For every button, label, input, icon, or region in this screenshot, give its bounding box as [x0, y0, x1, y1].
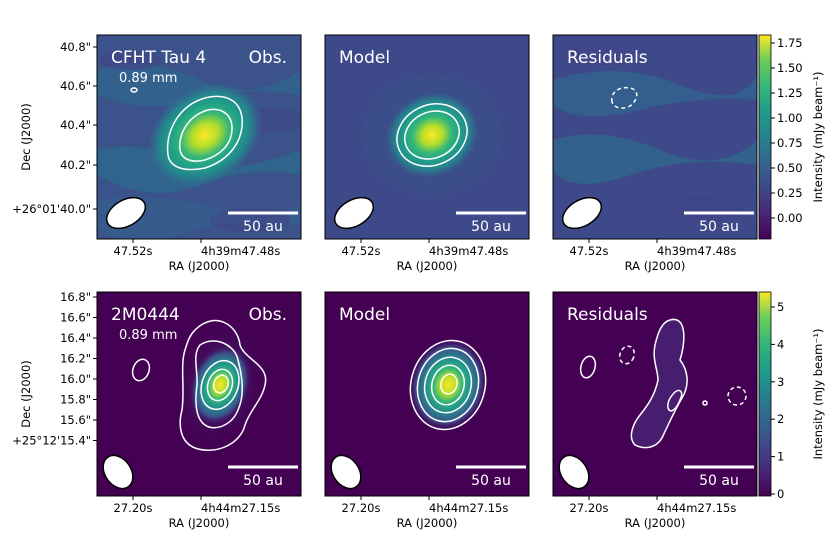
y-tick-label: 16.6": [60, 311, 91, 325]
scale-bar-label: 50 au: [243, 219, 283, 235]
y-tick-label: 40.4": [60, 118, 91, 132]
y-tick-label: 16.0": [60, 372, 91, 386]
x-tick-label: 47.52s: [114, 244, 153, 258]
x-tick-label: 27.20s: [570, 501, 609, 515]
beam-ellipse: [333, 196, 375, 230]
colorbar-tick-label: 0.50: [777, 161, 803, 175]
panel-title: Residuals: [567, 48, 648, 68]
panel-2m-model: [324, 291, 530, 497]
scale-bar-label: 50 au: [243, 473, 283, 489]
panel-2m-obs: [96, 291, 302, 497]
panel-title: CFHT Tau 4: [111, 48, 206, 68]
colorbar-tick-label: 0.00: [777, 211, 803, 225]
colorbar-label: Intensity (mJy beam⁻¹): [811, 328, 825, 459]
panel-cfht-residuals: [552, 34, 758, 240]
scale-bar-label: 50 au: [471, 219, 511, 235]
panel-tag: Obs.: [249, 48, 287, 68]
x-tick-label: 4h39m47.48s: [657, 244, 736, 258]
x-axis-label: RA (J2000): [169, 516, 230, 530]
x-axis-label: RA (J2000): [625, 516, 686, 530]
panel-title: Model: [339, 305, 390, 325]
panel-cfht-model: [324, 34, 530, 240]
x-axis-label: RA (J2000): [397, 516, 458, 530]
scale-bar-label: 50 au: [699, 473, 739, 489]
x-tick-label: 4h39m47.48s: [201, 244, 280, 258]
panel-title: 2M0444: [111, 305, 180, 325]
contours: [131, 319, 267, 451]
y-tick-label: 40.2": [60, 158, 91, 172]
x-tick-label: 4h44m27.15s: [429, 501, 508, 515]
colorbar-tick-label: 1: [777, 450, 784, 464]
y-tick-label: +25°12'15.4": [12, 434, 91, 448]
negative-contours: [618, 345, 747, 406]
panel-tag: Obs.: [249, 305, 287, 325]
colorbar-tick-label: 5: [777, 300, 784, 314]
colorbar-tick-label: 2: [777, 412, 784, 426]
x-tick-label: 4h44m27.15s: [657, 501, 736, 515]
y-tick-label: 16.4": [60, 331, 91, 345]
wavelength-label: 0.89 mm: [119, 328, 177, 343]
beam-ellipse: [105, 196, 147, 230]
y-tick-label: 40.8": [60, 40, 91, 54]
colorbar-cfht: [758, 34, 772, 240]
contours: [396, 103, 468, 167]
x-tick-label: 47.52s: [570, 244, 609, 258]
colorbar-tick-label: 1.50: [777, 61, 803, 75]
x-tick-label: 27.20s: [342, 501, 381, 515]
beam-ellipse: [558, 454, 590, 490]
contours: [579, 318, 708, 449]
y-tick-label: 40.6": [60, 79, 91, 93]
beam-ellipse: [561, 196, 603, 230]
colorbar-tick-label: 1.75: [777, 36, 803, 50]
x-axis-label: RA (J2000): [625, 259, 686, 273]
panel-title: Model: [339, 48, 390, 68]
x-axis-label: RA (J2000): [169, 259, 230, 273]
contours: [409, 339, 487, 431]
x-tick-label: 4h44m27.15s: [201, 501, 280, 515]
y-tick-label: +26°01'40.0": [12, 202, 91, 216]
scale-bar-label: 50 au: [471, 473, 511, 489]
beam-ellipse: [102, 454, 134, 490]
scale-bar-label: 50 au: [699, 219, 739, 235]
beam-ellipse: [330, 454, 362, 490]
y-axis-label: Dec (J2000): [19, 103, 33, 171]
colorbar-tick-label: 1.00: [777, 111, 803, 125]
y-tick-label: 15.6": [60, 413, 91, 427]
colorbar-tick-label: 3: [777, 375, 784, 389]
panel-title: Residuals: [567, 305, 648, 325]
colorbar-2m: [758, 291, 772, 497]
x-tick-label: 27.20s: [114, 501, 153, 515]
x-axis-label: RA (J2000): [397, 259, 458, 273]
panel-cfht-obs: [96, 34, 302, 240]
negative-contour: [611, 86, 638, 109]
colorbar-tick-label: 0.25: [777, 186, 803, 200]
colorbar-tick-label: 1.25: [777, 86, 803, 100]
y-axis-label: Dec (J2000): [19, 360, 33, 428]
colorbar-tick-label: 4: [777, 337, 784, 351]
colorbar-tick-label: 0.75: [777, 136, 803, 150]
y-tick-label: 16.2": [60, 352, 91, 366]
colorbar-label: Intensity (mJy beam⁻¹): [811, 71, 825, 202]
panel-2m-residuals: [552, 291, 758, 497]
x-tick-label: 4h39m47.48s: [429, 244, 508, 258]
y-tick-label: 16.8": [60, 290, 91, 304]
wavelength-label: 0.89 mm: [119, 71, 177, 86]
x-tick-label: 47.52s: [342, 244, 381, 258]
y-tick-label: 15.8": [60, 393, 91, 407]
colorbar-tick-label: 0: [777, 487, 784, 501]
contours: [130, 87, 243, 171]
